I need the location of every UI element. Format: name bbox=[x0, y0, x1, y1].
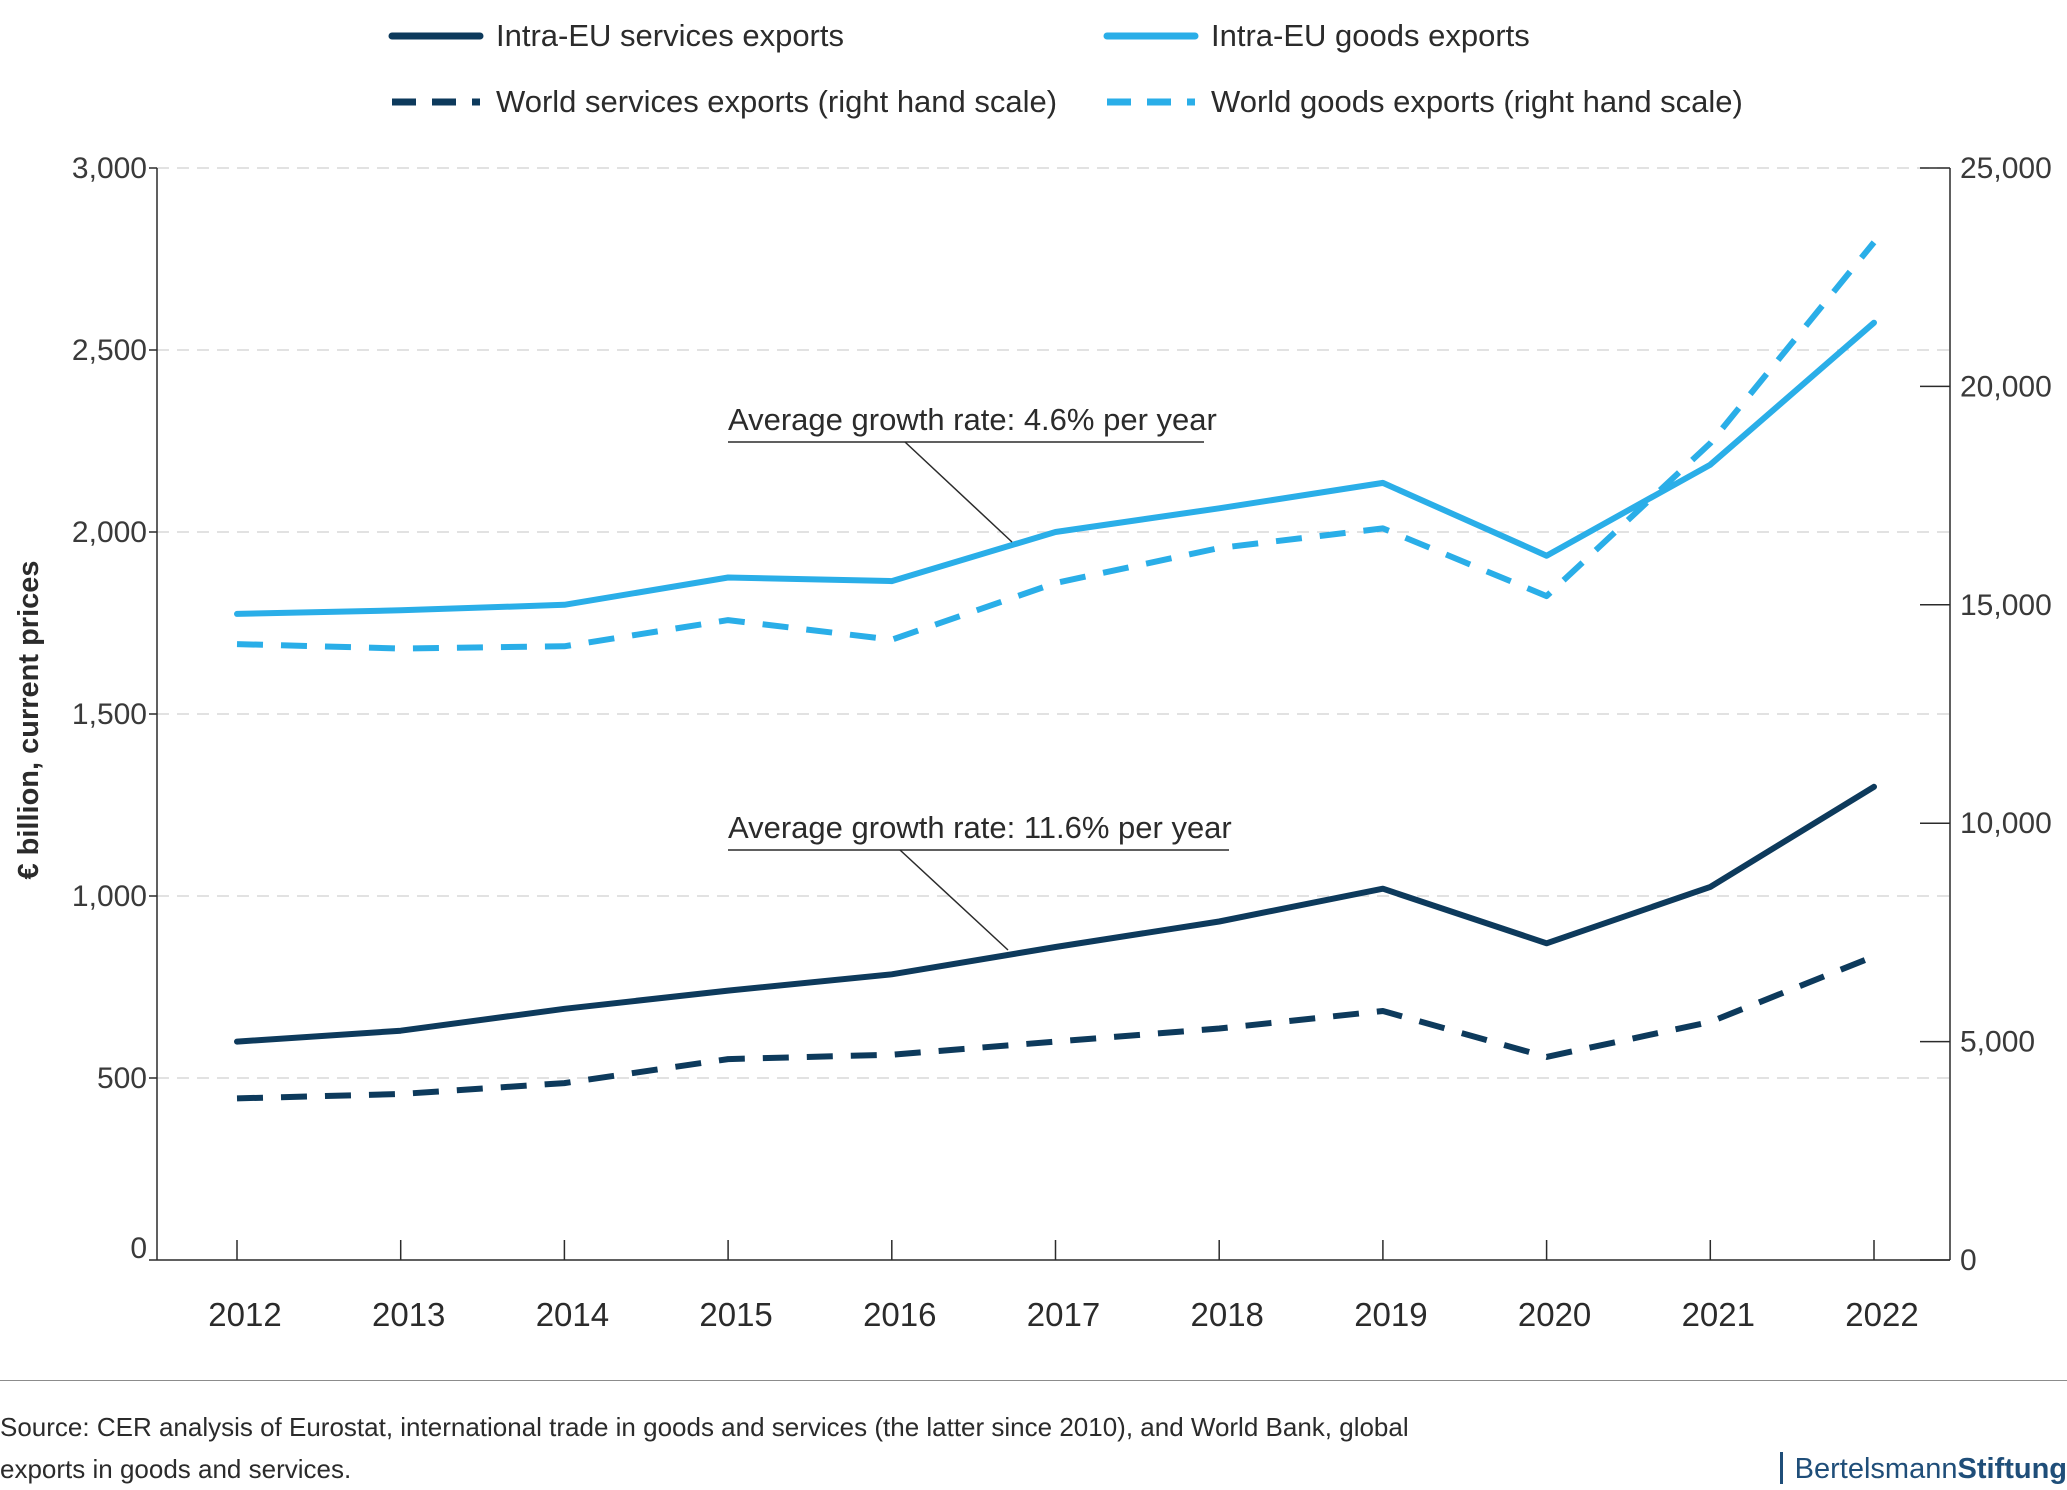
y-tick-label-500: 500 bbox=[97, 1062, 147, 1095]
y2-tick-label-20,000: 20,000 bbox=[1960, 370, 2052, 403]
brand-bold: Stiftung bbox=[1957, 1453, 2067, 1485]
series-line-world-services-exports-right-hand-scale bbox=[237, 956, 1874, 1098]
x-tick-label-2017: 2017 bbox=[1027, 1296, 1100, 1333]
chart: Intra-EU services exports Intra-EU goods … bbox=[0, 0, 2067, 1380]
annotation-text-2: Average growth rate: 11.6% per year bbox=[728, 810, 1232, 845]
legend-label-intra-eu-goods-exports: Intra-EU goods exports bbox=[1211, 18, 1530, 53]
y2-tick-label-25,000: 25,000 bbox=[1960, 152, 2052, 185]
series-line-world-goods-exports-right-hand-scale bbox=[237, 242, 1874, 648]
annotation-text-1: Average growth rate: 4.6% per year bbox=[728, 402, 1217, 437]
annotations: Average growth rate: 4.6% per year Averag… bbox=[728, 402, 1232, 950]
annotation-leader-2 bbox=[900, 850, 1008, 950]
y2-tick-label-5,000: 5,000 bbox=[1960, 1026, 2035, 1059]
y-tick-label-2,000: 2,000 bbox=[72, 516, 147, 549]
x-tick-label-2022: 2022 bbox=[1845, 1296, 1918, 1333]
y-tick-label-1,000: 1,000 bbox=[72, 880, 147, 913]
legend-label-world-goods-exports-right-hand-scale: World goods exports (right hand scale) bbox=[1211, 84, 1743, 119]
series-line-intra-eu-goods-exports bbox=[237, 323, 1874, 614]
y-axis-title: € billion, current prices bbox=[13, 560, 45, 879]
x-tick-label-2018: 2018 bbox=[1190, 1296, 1263, 1333]
x-axis-ticks: 2012 2013 2014 2015 2016 2017 2018 2019 2020 2021… bbox=[208, 1240, 1918, 1333]
y2-tick-label-15,000: 15,000 bbox=[1960, 589, 2052, 622]
series-lines bbox=[237, 242, 1874, 1098]
footer-divider bbox=[0, 1380, 2067, 1381]
x-tick-label-2020: 2020 bbox=[1518, 1296, 1591, 1333]
legend-label-intra-eu-services-exports: Intra-EU services exports bbox=[496, 18, 844, 53]
y2-tick-label-0: 0 bbox=[1960, 1244, 1977, 1277]
gridlines bbox=[157, 168, 1950, 1078]
y-axis-left-ticks: 0 500 1,000 1,500 2,000 2,500 3,000 bbox=[72, 152, 157, 1265]
legend: Intra-EU services exports Intra-EU goods … bbox=[392, 18, 1743, 119]
y2-tick-label-10,000: 10,000 bbox=[1960, 807, 2052, 840]
brand-logo: BertelsmannStiftung bbox=[1780, 1452, 2067, 1486]
y-tick-label-1,500: 1,500 bbox=[72, 698, 147, 731]
x-tick-label-2021: 2021 bbox=[1682, 1296, 1755, 1333]
x-tick-label-2019: 2019 bbox=[1354, 1296, 1427, 1333]
source-note: Source: CER analysis of Eurostat, intern… bbox=[0, 1406, 1420, 1490]
brand-bar bbox=[1780, 1452, 1783, 1484]
y-tick-label-2,500: 2,500 bbox=[72, 334, 147, 367]
legend-label-world-services-exports-right-hand-scale: World services exports (right hand scale… bbox=[496, 84, 1057, 119]
x-tick-label-2015: 2015 bbox=[699, 1296, 772, 1333]
annotation-leader-1 bbox=[905, 442, 1012, 542]
y-tick-label-0: 0 bbox=[130, 1232, 147, 1265]
brand-light: Bertelsmann bbox=[1795, 1453, 1958, 1485]
y-tick-label-3,000: 3,000 bbox=[72, 152, 147, 185]
x-tick-label-2014: 2014 bbox=[536, 1296, 609, 1333]
x-tick-label-2016: 2016 bbox=[863, 1296, 936, 1333]
x-tick-label-2013: 2013 bbox=[372, 1296, 445, 1333]
x-tick-label-2012: 2012 bbox=[208, 1296, 281, 1333]
